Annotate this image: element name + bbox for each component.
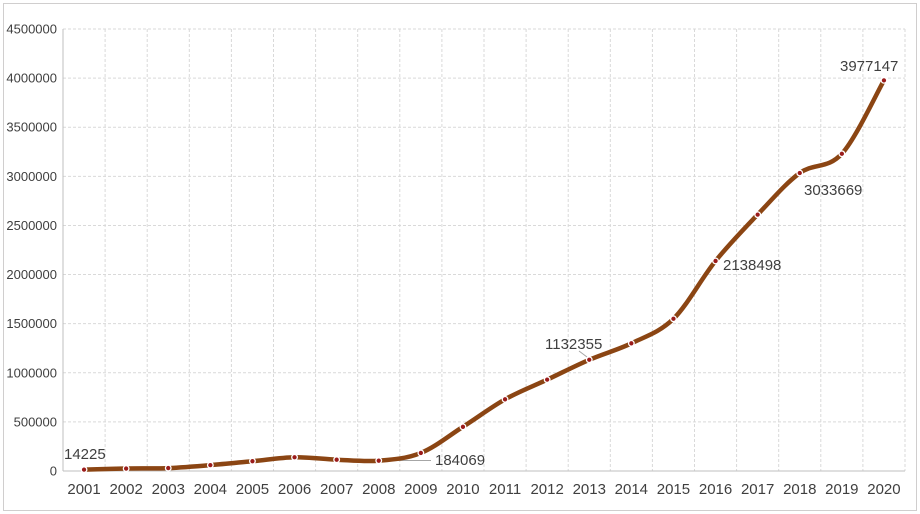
data-label: 3033669 [804,182,862,199]
data-point-marker [333,456,341,464]
y-axis-tick-label: 0 [50,464,57,479]
data-label: 2138498 [723,257,781,274]
data-point-marker [796,169,804,177]
data-label: 184069 [435,452,485,469]
data-point-marker [248,457,256,465]
data-point-marker [206,461,214,469]
data-point-marker [291,453,298,461]
x-axis-tick-label: 2010 [446,481,479,498]
data-point-marker [754,211,762,219]
data-point-marker [501,395,509,403]
y-axis-tick-label: 3500000 [6,120,57,135]
data-point-marker [880,76,888,84]
x-axis-tick-label: 2008 [362,481,395,498]
data-point-marker [164,464,172,472]
x-axis-tick-label: 2009 [404,481,437,498]
x-axis-tick-label: 2003 [152,481,185,498]
x-axis-tick-label: 2005 [236,481,269,498]
data-point-marker [80,466,88,474]
y-axis-tick-label: 2000000 [6,267,57,282]
data-point-marker [627,339,635,347]
y-axis-tick-label: 4500000 [6,22,57,37]
data-point-marker [585,356,593,364]
data-point-marker [375,457,383,465]
data-point-marker [838,150,846,158]
y-axis-tick-label: 3000000 [6,169,57,184]
x-axis-tick-label: 2018 [783,481,816,498]
data-point-marker [459,423,467,431]
x-axis-tick-label: 2011 [489,481,521,498]
x-axis-tick-label: 2012 [530,481,563,498]
x-axis-tick-label: 2014 [615,481,648,498]
y-axis-tick-label: 4000000 [6,71,57,86]
data-label: 3977147 [840,58,898,75]
x-axis-tick-label: 2019 [825,481,858,498]
x-axis-tick-label: 2001 [67,481,100,498]
x-axis-tick-label: 2020 [867,481,900,498]
y-axis-tick-label: 1000000 [6,365,57,380]
data-label: 14225 [64,446,106,463]
data-point-marker [122,465,130,472]
x-axis-tick-label: 2007 [320,481,353,498]
x-axis-tick-label: 2004 [194,481,227,498]
y-axis-tick-label: 500000 [14,414,57,429]
data-point-marker [712,257,719,265]
data-label-leader-line [578,350,588,358]
y-axis-tick-label: 1500000 [6,316,57,331]
x-axis-tick-label: 2016 [699,481,732,498]
x-axis-tick-label: 2002 [109,481,142,498]
data-point-marker [543,376,551,384]
data-point-marker [670,315,677,323]
x-axis-tick-label: 2015 [657,481,690,498]
x-axis-tick-label: 2017 [741,481,774,498]
y-axis-tick-label: 2500000 [6,218,57,233]
x-axis-tick-label: 2013 [573,481,606,498]
x-axis-tick-label: 2006 [278,481,311,498]
data-point-marker [417,449,425,457]
data-label: 1132355 [545,336,602,353]
